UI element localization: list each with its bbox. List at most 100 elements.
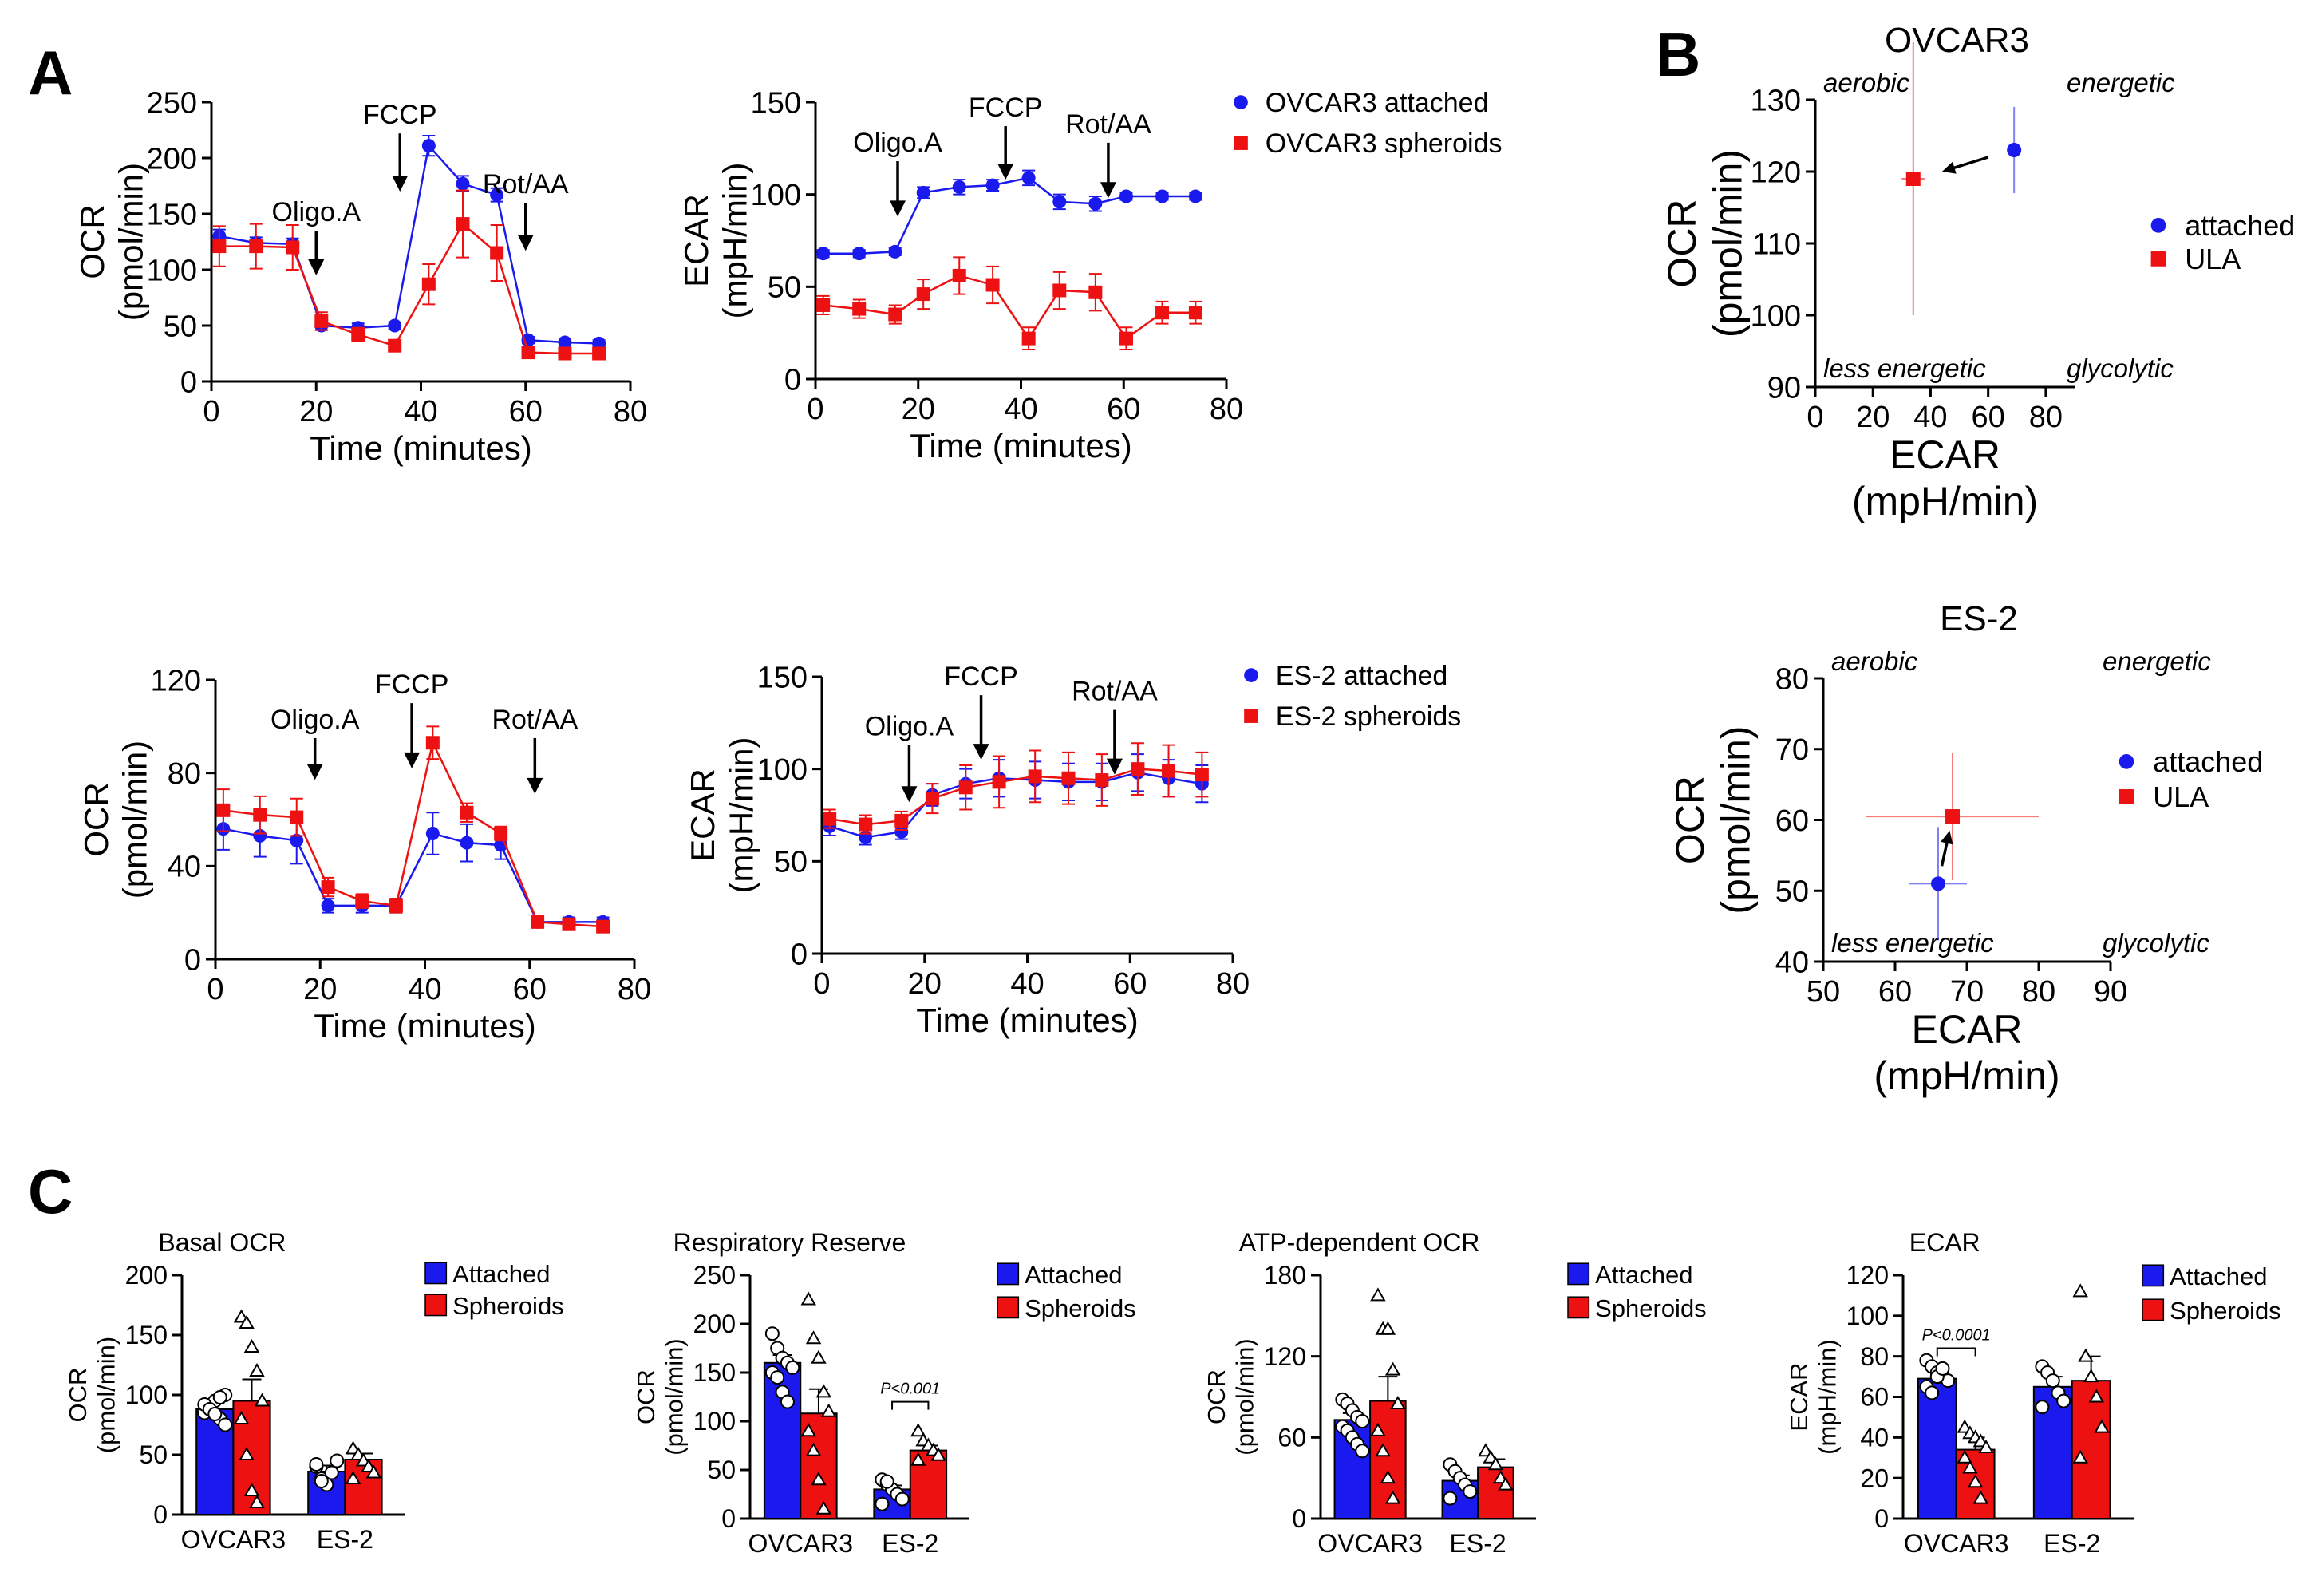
data-point	[460, 805, 474, 820]
data-point	[958, 780, 973, 795]
data-point	[286, 240, 300, 255]
legend-marker	[2119, 789, 2134, 804]
chart-title: ECAR	[1909, 1228, 1980, 1257]
individual-point	[815, 1500, 832, 1515]
individual-point	[894, 1491, 910, 1507]
y-tick-label: 100	[147, 254, 197, 287]
x-tick-label: 80	[2029, 401, 2063, 434]
y-tick-label: 0	[1874, 1504, 1889, 1533]
data-point	[859, 817, 873, 832]
y-tick-label: 60	[1277, 1424, 1306, 1452]
data-point	[1095, 773, 1109, 788]
data-point	[888, 307, 902, 322]
legend-marker	[1234, 136, 1248, 150]
individual-point	[2056, 1393, 2071, 1408]
point-ula	[1866, 753, 2039, 880]
annotation-arrowhead	[1106, 758, 1123, 775]
panel-letter-b: B	[1656, 19, 1700, 89]
x-tick-label: 80	[1216, 967, 1250, 1001]
individual-point	[811, 1472, 827, 1486]
individual-point	[212, 1390, 227, 1404]
y-axis-unit: (pmol/min)	[1706, 149, 1751, 338]
y-tick-label: 50	[774, 846, 808, 879]
legend-swatch	[2142, 1298, 2165, 1321]
data-point	[816, 298, 831, 312]
quadrant-label-energetic: energetic	[2103, 646, 2211, 676]
annotation-label: Rot/AA	[483, 169, 569, 200]
data-point	[1028, 769, 1042, 784]
legend-label: attached	[2153, 745, 2263, 778]
x-axis-label: ECAR	[1890, 433, 2000, 477]
x-tick-label: 80	[1210, 393, 1243, 426]
legend-label: ES-2 attached	[1276, 661, 1447, 691]
x-tick-label: 90	[2094, 975, 2127, 1009]
data-point	[1188, 306, 1202, 320]
x-axis-label: Time (minutes)	[314, 1007, 535, 1045]
series-ovcar3-spheroids	[816, 256, 1202, 350]
legend-label: Attached	[1025, 1261, 1122, 1289]
y-tick-label: 200	[147, 142, 197, 176]
data-point	[388, 338, 402, 353]
x-axis-unit: (mpH/min)	[1852, 479, 2038, 523]
significance-bracket	[1936, 1347, 1976, 1357]
quadrant-label-less-energetic: less energetic	[1823, 354, 1986, 383]
quadrant-label-glycolytic: glycolytic	[2067, 354, 2174, 383]
annotation-arrowhead	[997, 164, 1014, 180]
x-tick-label: 80	[614, 395, 647, 429]
y-tick-label: 50	[164, 310, 197, 343]
data-point	[425, 827, 440, 840]
series-ovcar3-spheroids	[212, 189, 606, 361]
x-axis-label: Time (minutes)	[910, 427, 1131, 464]
data-point	[389, 899, 403, 913]
legend-label: Attached	[1595, 1261, 1692, 1289]
x-tick-label: 20	[303, 973, 337, 1006]
individual-point	[249, 1362, 265, 1377]
y-axis-label: OCR	[1660, 199, 1704, 287]
y-tick-label: 100	[125, 1381, 168, 1409]
data-point	[1155, 306, 1170, 320]
panel-letter-c: C	[28, 1156, 73, 1227]
quadrant-label-energetic: energetic	[2067, 68, 2175, 97]
individual-point	[1370, 1287, 1386, 1302]
data-point	[1155, 189, 1170, 203]
quadrant-label-aerobic: aerobic	[1823, 68, 1910, 97]
data-point	[1119, 331, 1133, 346]
individual-point	[314, 1474, 329, 1488]
legend-marker	[1244, 709, 1258, 723]
category-label: OVCAR3	[181, 1525, 286, 1554]
data-point	[592, 346, 606, 361]
panel-letter-a: A	[28, 38, 73, 108]
y-axis-label: OCR	[77, 782, 115, 856]
y-tick-label: 250	[147, 86, 197, 120]
individual-point	[1935, 1361, 1950, 1376]
y-tick-label: 100	[693, 1407, 736, 1436]
series-ovcar3-attached	[816, 169, 1202, 261]
data-point	[916, 185, 930, 200]
individual-point	[243, 1482, 260, 1496]
individual-point	[1370, 1422, 1386, 1436]
individual-point	[2078, 1348, 2094, 1362]
y-tick-label: 200	[125, 1261, 168, 1290]
data-point	[314, 314, 329, 328]
series-es-2-attached	[823, 753, 1209, 846]
annotation-arrowhead	[527, 777, 543, 794]
data-point	[249, 239, 263, 254]
data-point	[952, 268, 966, 282]
data-point	[290, 810, 304, 824]
individual-point	[330, 1453, 345, 1468]
individual-point	[233, 1410, 250, 1424]
x-tick-label: 0	[813, 967, 830, 1001]
data-point	[952, 180, 966, 194]
legend-label: ULA	[2153, 780, 2209, 813]
legend-label: ULA	[2185, 243, 2241, 275]
annotation-label: FCCP	[969, 93, 1043, 123]
data-point	[521, 346, 535, 360]
individual-point	[770, 1370, 785, 1385]
legend-label: Spheroids	[452, 1292, 564, 1320]
y-axis-label: ECAR	[677, 194, 715, 287]
chart-c2: 0 50 100 150 200 250 Respiratory Reserve OCR (pm…	[632, 1228, 1136, 1558]
data-point	[1052, 195, 1067, 209]
y-tick-label: 70	[1775, 733, 1809, 767]
data-point	[425, 736, 440, 750]
individual-point	[805, 1442, 822, 1456]
